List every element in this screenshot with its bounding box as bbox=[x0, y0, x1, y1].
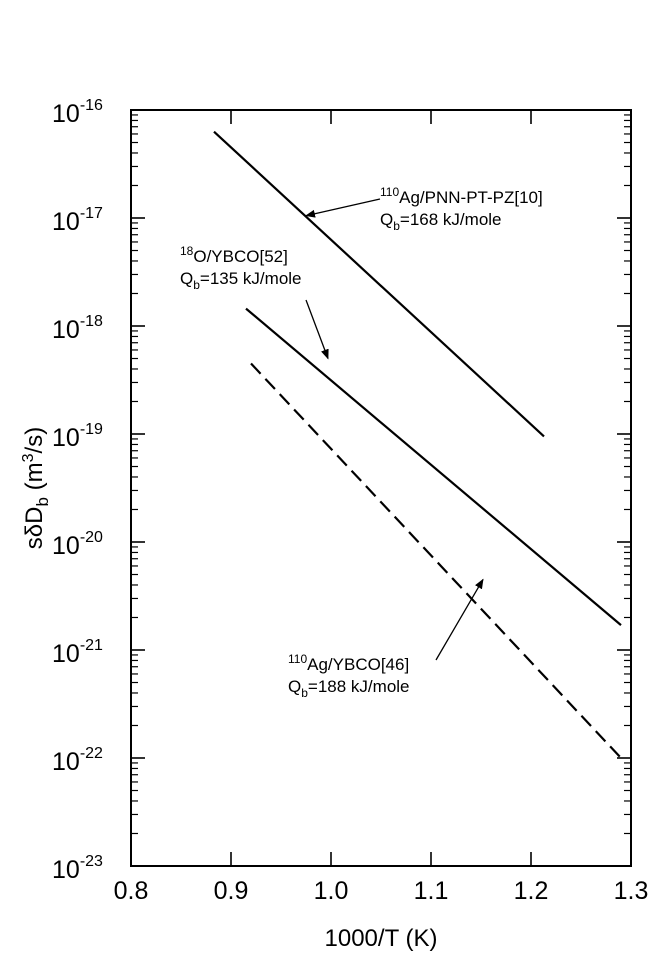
y-axis-title-sub: b bbox=[33, 497, 52, 506]
annotation-line2: Qb=168 kJ/mole bbox=[380, 210, 502, 233]
y-tick-label: 10-20 bbox=[52, 529, 103, 560]
y-tick-label: 10-19 bbox=[52, 421, 103, 452]
annotation-isotope: 18 bbox=[180, 244, 194, 258]
y-tick-base: 10 bbox=[52, 532, 80, 560]
y-tick-label: 10-23 bbox=[52, 853, 103, 884]
annotation-line2: Qb=188 kJ/mole bbox=[288, 677, 410, 700]
annotation-1: 110Ag/PNN-PT-PZ[10] Qb=168 kJ/mole bbox=[305, 185, 543, 233]
series-line-1 bbox=[213, 130, 545, 438]
x-tick-label: 0.9 bbox=[214, 877, 249, 905]
y-tick-exponent: -18 bbox=[80, 313, 103, 330]
y-axis-title-units-pre: (m bbox=[21, 462, 48, 497]
x-tick-label: 1.1 bbox=[414, 877, 449, 905]
minor-ticks bbox=[131, 114, 631, 835]
x-tick-label: 0.8 bbox=[114, 877, 149, 905]
y-tick-label: 10-22 bbox=[52, 745, 103, 776]
annotation-label: O/YBCO[52] bbox=[193, 247, 287, 266]
annotation-isotope: 110 bbox=[288, 652, 307, 666]
y-tick-exponent: -23 bbox=[80, 853, 103, 870]
annotation-q-sub: b bbox=[393, 219, 400, 233]
x-tick-label: 1.3 bbox=[614, 877, 649, 905]
major-ticks bbox=[130, 109, 632, 867]
annotation-line1: 18O/YBCO[52] bbox=[180, 244, 288, 266]
annotation-arrow bbox=[305, 299, 329, 360]
y-tick-base: 10 bbox=[52, 856, 80, 884]
y-tick-base: 10 bbox=[52, 748, 80, 776]
annotation-q-sub: b bbox=[193, 278, 200, 292]
y-axis-title-main: sδD bbox=[21, 507, 48, 550]
x-axis-title: 1000/T (K) bbox=[325, 925, 438, 952]
y-tick-exponent: -16 bbox=[80, 97, 103, 114]
annotations: 110Ag/PNN-PT-PZ[10]Qb=168 kJ/mole18O/YBC… bbox=[180, 185, 543, 700]
annotation-line1: 110Ag/PNN-PT-PZ[10] bbox=[380, 185, 543, 207]
annotation-2: 18O/YBCO[52]Qb=135 kJ/mole bbox=[180, 244, 329, 360]
y-tick-label: 10-21 bbox=[52, 637, 103, 668]
series-lines bbox=[213, 130, 622, 759]
x-tick-label: 1.0 bbox=[314, 877, 349, 905]
series-line-2 bbox=[245, 307, 622, 626]
y-tick-base: 10 bbox=[52, 640, 80, 668]
y-tick-label: 10-18 bbox=[52, 313, 103, 344]
y-axis-title: sδDb (m3/s) bbox=[20, 427, 52, 549]
plot-frame bbox=[130, 109, 632, 867]
annotation-label: Ag/YBCO[46] bbox=[307, 655, 409, 674]
annotation-arrow bbox=[435, 578, 484, 661]
y-axis-title-units-post: /s) bbox=[21, 427, 48, 454]
annotation-label: Ag/PNN-PT-PZ[10] bbox=[399, 188, 543, 207]
y-tick-label: 10-17 bbox=[52, 205, 103, 236]
annotation-arrow bbox=[305, 198, 381, 218]
annotation-q: Q bbox=[380, 210, 393, 229]
y-tick-exponent: -22 bbox=[80, 745, 103, 762]
annotation-line1: 110Ag/YBCO[46] bbox=[288, 652, 409, 674]
y-tick-exponent: -21 bbox=[80, 637, 103, 654]
annotation-line2: Qb=135 kJ/mole bbox=[180, 269, 302, 292]
annotation-isotope: 110 bbox=[380, 185, 399, 199]
y-tick-base: 10 bbox=[52, 208, 80, 236]
y-tick-base: 10 bbox=[52, 100, 80, 128]
annotation-energy: =188 kJ/mole bbox=[308, 677, 410, 696]
y-tick-base: 10 bbox=[52, 316, 80, 344]
x-tick-labels: 0.8 0.9 1.0 1.1 1.2 1.3 bbox=[114, 877, 649, 905]
y-tick-exponent: -20 bbox=[80, 529, 103, 546]
y-axis-title-units-sup: 3 bbox=[20, 453, 37, 462]
y-tick-label: 10-16 bbox=[52, 97, 103, 128]
annotation-q: Q bbox=[180, 269, 193, 288]
y-tick-exponent: -19 bbox=[80, 421, 103, 438]
annotation-3: 110Ag/YBCO[46] Qb=188 kJ/mole bbox=[288, 578, 484, 700]
annotation-q-sub: b bbox=[301, 686, 308, 700]
annotation-energy: =135 kJ/mole bbox=[200, 269, 302, 288]
x-tick-label: 1.2 bbox=[514, 877, 549, 905]
series-line-3 bbox=[250, 362, 622, 759]
y-tick-base: 10 bbox=[52, 424, 80, 452]
annotation-q: Q bbox=[288, 677, 301, 696]
y-tick-exponent: -17 bbox=[80, 205, 103, 222]
annotation-energy: =168 kJ/mole bbox=[400, 210, 502, 229]
